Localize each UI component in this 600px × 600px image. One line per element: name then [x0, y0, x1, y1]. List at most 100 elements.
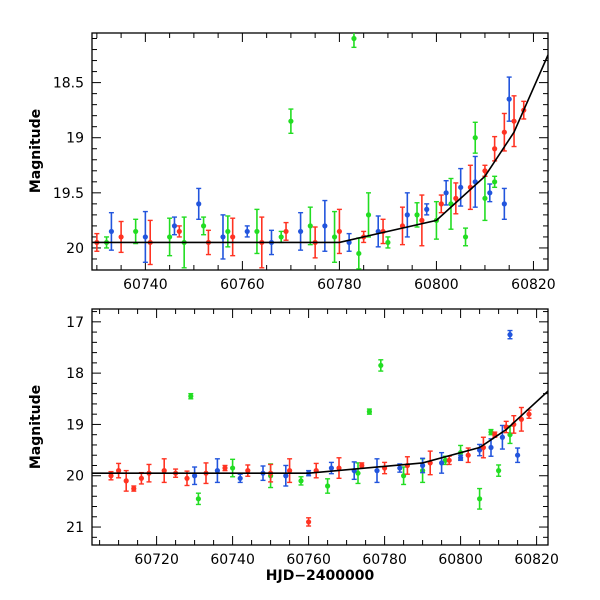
data-point — [167, 234, 173, 240]
data-point — [283, 228, 289, 235]
data-point — [225, 228, 231, 235]
data-point — [424, 206, 430, 212]
data-point — [438, 201, 444, 207]
panel1-ylabel: Magnitude — [28, 109, 44, 193]
data-point — [462, 234, 469, 240]
y-tick-label: 19 — [66, 417, 84, 433]
data-point — [458, 184, 464, 190]
data-point — [446, 457, 452, 463]
data-point — [123, 478, 129, 484]
data-point — [283, 473, 289, 479]
x-tick-label: 60740 — [123, 277, 168, 293]
data-point — [492, 146, 498, 152]
data-point — [365, 212, 372, 218]
y-tick-label: 18 — [66, 366, 84, 382]
data-point — [196, 201, 202, 207]
x-tick-label: 60720 — [134, 552, 179, 568]
y-tick-label: 19.5 — [53, 186, 84, 202]
data-point — [176, 228, 182, 235]
data-point — [414, 212, 420, 218]
data-point — [488, 444, 494, 451]
data-point — [188, 393, 194, 399]
data-point — [482, 195, 488, 201]
data-point — [453, 195, 459, 201]
data-point — [482, 168, 488, 174]
x-tick-label: 60800 — [414, 277, 459, 293]
x-tick-label: 60760 — [286, 552, 331, 568]
y-tick-label: 19 — [66, 131, 84, 147]
xaxis-title: HJD−2400000 — [266, 568, 375, 584]
data-point — [116, 468, 122, 474]
data-point — [515, 452, 521, 458]
data-point — [138, 475, 144, 481]
data-point — [397, 465, 403, 471]
data-point — [222, 465, 228, 471]
model-line — [92, 54, 548, 244]
data-point — [230, 234, 236, 240]
data-point — [195, 496, 201, 502]
data-point — [465, 452, 471, 458]
data-point — [336, 465, 342, 471]
data-point — [142, 234, 148, 240]
data-point — [442, 457, 448, 463]
x-tick-label: 60820 — [511, 277, 556, 293]
data-point — [161, 468, 167, 474]
data-point — [443, 190, 449, 196]
data-point — [492, 179, 498, 185]
data-point — [220, 234, 226, 240]
data-point — [526, 411, 532, 417]
data-point — [499, 434, 505, 440]
y-tick-label: 21 — [66, 520, 84, 536]
panel2-ylabel: Magnitude — [28, 385, 44, 469]
data-point — [488, 429, 494, 435]
data-point — [472, 135, 478, 141]
data-point — [133, 228, 139, 235]
data-point — [297, 228, 304, 235]
data-point — [355, 470, 361, 476]
data-point — [171, 223, 178, 229]
x-tick-label: 60800 — [438, 552, 483, 568]
panel-bottom: 60720 60740 60760 60780 60800 60820 17 18 19 20 21 — [66, 308, 559, 568]
data-point — [356, 250, 362, 257]
data-point — [404, 212, 410, 218]
data-point — [496, 468, 502, 474]
data-point — [336, 228, 343, 235]
y-tick-label: 20 — [66, 241, 84, 257]
data-point — [287, 468, 293, 474]
data-point — [108, 473, 114, 479]
data-point — [307, 223, 313, 229]
data-point — [506, 96, 512, 102]
data-point — [200, 223, 207, 229]
data-point — [501, 129, 507, 135]
x-tick-label: 60740 — [210, 552, 255, 568]
plot-frame — [91, 308, 549, 546]
data-point — [118, 234, 124, 240]
x-tick-label: 60780 — [317, 277, 362, 293]
y-tick-label: 18.5 — [53, 76, 84, 92]
data-point — [331, 234, 338, 240]
data-point — [108, 228, 115, 235]
data-point — [288, 118, 294, 124]
data-point — [244, 228, 250, 235]
x-tick-label: 60780 — [362, 552, 407, 568]
data-point — [328, 465, 334, 471]
data-point — [184, 475, 190, 481]
data-point — [477, 447, 483, 453]
data-point — [192, 473, 198, 479]
data-point — [420, 462, 426, 469]
data-point — [518, 416, 525, 422]
data-point — [131, 485, 137, 492]
data-point — [254, 228, 260, 235]
data-point — [325, 483, 331, 489]
data-point — [439, 460, 445, 466]
data-point — [366, 409, 372, 415]
data-point — [298, 478, 304, 484]
model-line — [92, 390, 548, 474]
data-point — [378, 362, 384, 369]
data-point — [385, 239, 391, 246]
y-tick-label: 17 — [66, 315, 84, 331]
data-point — [487, 190, 493, 196]
x-tick-label: 60760 — [220, 277, 265, 293]
data-point — [501, 201, 507, 207]
